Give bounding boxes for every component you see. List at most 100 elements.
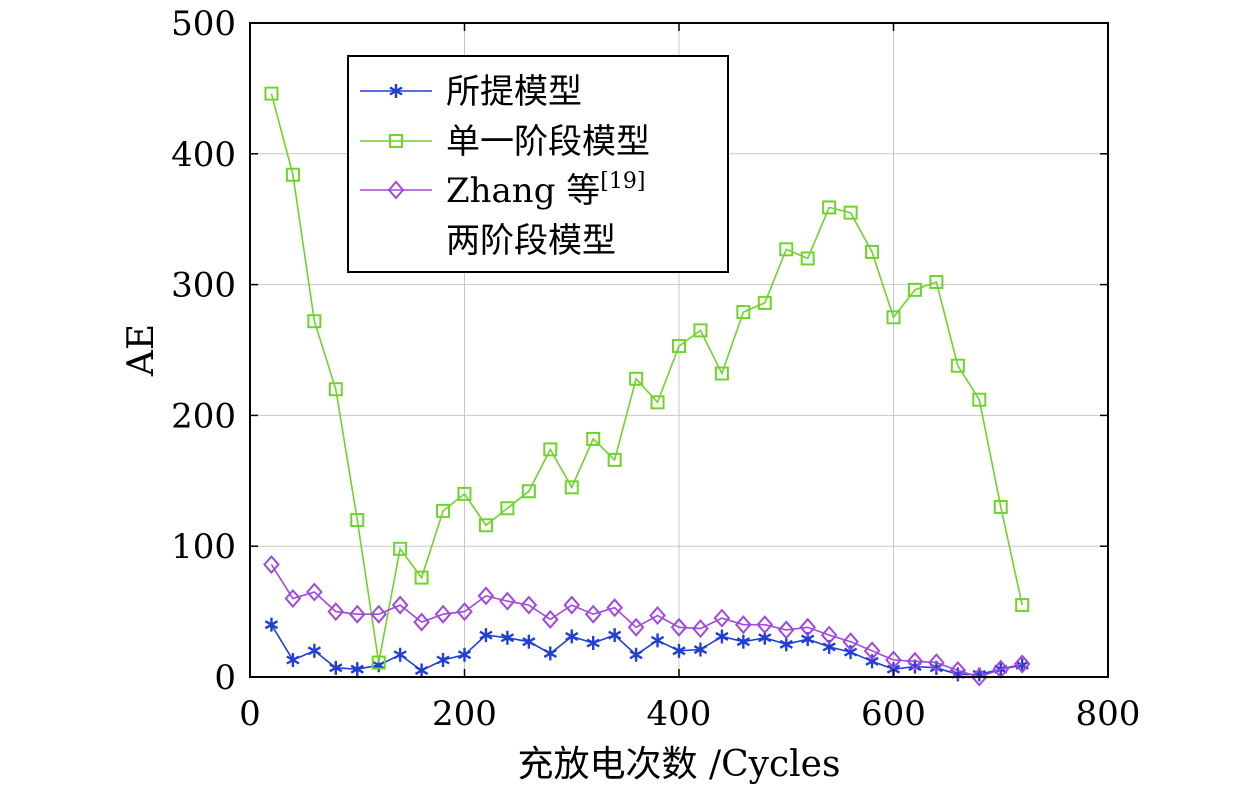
series-1-point xyxy=(457,647,472,662)
ticks xyxy=(249,22,1109,678)
series-3-point xyxy=(970,667,988,687)
series-1-point xyxy=(500,630,515,645)
series-3-point xyxy=(735,615,752,635)
series-3-line xyxy=(270,564,1023,678)
x-tick-label: 600 xyxy=(861,694,926,734)
series-1-point xyxy=(522,634,536,649)
series-1-point xyxy=(586,635,600,650)
series-3-point xyxy=(370,604,388,624)
series-2-point xyxy=(350,513,365,528)
series-2-point xyxy=(779,242,794,257)
series-1-point xyxy=(629,647,643,662)
series-2-point xyxy=(650,395,665,410)
series-layer xyxy=(263,86,1031,687)
y-tick-label: 0 xyxy=(214,658,236,698)
series-3-point xyxy=(799,617,817,637)
series-2-line xyxy=(270,93,1023,663)
series-1-point xyxy=(307,643,322,658)
legend-box xyxy=(347,55,729,273)
series-1-point xyxy=(393,647,407,662)
series-2-point xyxy=(543,442,558,457)
series-3-point xyxy=(692,619,709,639)
legend-entry-2: 单一阶段模型 xyxy=(360,122,650,162)
series-1-point xyxy=(672,643,686,658)
series-3-point xyxy=(928,653,945,673)
series-3-point xyxy=(563,595,581,615)
series-3-point xyxy=(842,632,859,652)
y-tick-label: 100 xyxy=(171,527,236,567)
series-3-point xyxy=(456,602,473,622)
y-tick-label: 300 xyxy=(171,266,236,306)
series-3-point xyxy=(713,608,731,628)
series-1-point xyxy=(779,637,793,652)
legend-label: 所提模型 xyxy=(446,72,582,112)
series-2-point xyxy=(714,366,729,381)
series-3-point xyxy=(477,586,495,606)
series-2-point xyxy=(886,310,901,325)
series-1 xyxy=(264,617,1029,682)
series-3-point xyxy=(413,612,430,632)
series-2-point xyxy=(929,274,944,289)
series-1-point xyxy=(329,660,343,675)
series-2-point xyxy=(693,323,708,338)
series-3-point xyxy=(777,620,795,640)
series-2-point xyxy=(1015,598,1030,613)
series-2-point xyxy=(843,205,858,220)
series-1-point xyxy=(736,634,751,649)
series-2-point xyxy=(500,501,515,516)
series-2-point xyxy=(907,282,922,297)
series-2-point xyxy=(371,655,386,670)
series-3-point xyxy=(820,625,838,645)
series-2-point xyxy=(393,541,408,556)
series-3-point xyxy=(434,604,452,624)
series-3-point xyxy=(670,617,688,637)
series-3-point xyxy=(520,595,538,615)
legend-label: 单一阶段模型 xyxy=(446,122,650,162)
legend-marker xyxy=(389,84,403,98)
series-3-point xyxy=(885,650,902,670)
series-2-point xyxy=(629,371,644,386)
series-3-point xyxy=(263,554,280,575)
series-1-point xyxy=(264,617,279,632)
series-1-point xyxy=(715,629,729,644)
series-3-point xyxy=(949,660,967,680)
series-1-point xyxy=(865,654,879,669)
series-2-point xyxy=(607,452,622,467)
series-1-point xyxy=(350,662,364,677)
legend-entry-3: Zhang 等[19]两阶段模型 xyxy=(360,169,645,261)
x-tick-label: 800 xyxy=(1076,694,1141,734)
series-2-point xyxy=(672,339,686,354)
series-3-point xyxy=(906,651,924,671)
series-1-point xyxy=(543,646,557,661)
series-3-point xyxy=(649,606,666,626)
series-2-point xyxy=(478,518,493,533)
x-tick-label: 400 xyxy=(647,694,712,734)
legend-label-line2: 两阶段模型 xyxy=(446,221,616,261)
x-tick-label: 200 xyxy=(432,694,497,734)
series-1-point xyxy=(650,633,665,648)
series-3-point xyxy=(863,641,881,661)
series-2-point xyxy=(736,305,751,320)
series-1-point xyxy=(607,628,622,643)
series-3 xyxy=(263,554,1031,687)
series-2 xyxy=(264,86,1030,670)
series-3-point xyxy=(499,591,516,611)
series-3-point xyxy=(391,595,409,615)
series-2-point xyxy=(414,570,429,585)
legend-marker xyxy=(389,134,403,148)
tick-labels: 0 200 400 600 800 0 100 200 300 400 500 xyxy=(171,4,1140,734)
series-3-point xyxy=(541,609,559,629)
series-1-point xyxy=(286,652,300,667)
legend-entry-1: 所提模型 xyxy=(360,72,582,112)
series-2-point xyxy=(564,480,579,495)
series-3-point xyxy=(1013,654,1031,674)
series-2-point xyxy=(521,484,536,499)
legend-superscript: [19] xyxy=(600,169,645,194)
series-2-point xyxy=(436,503,451,518)
series-1-point xyxy=(479,628,493,643)
series-2-point xyxy=(822,200,837,215)
series-3-point xyxy=(606,598,623,618)
series-2-point xyxy=(586,431,601,446)
